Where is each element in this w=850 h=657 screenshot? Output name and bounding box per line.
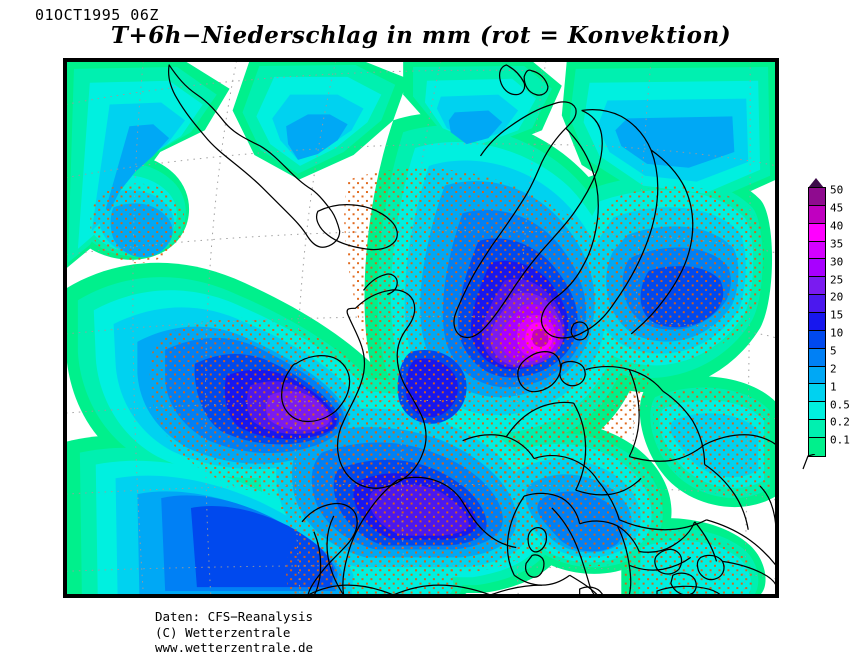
colorbar-label: 0.1 [830, 433, 850, 447]
precipitation-field [66, 61, 776, 595]
colorbar-segment [809, 348, 825, 367]
colorbar-segment [809, 259, 825, 278]
precipitation-colorbar: 50 45 40 35 30 25 20 15 10 5 2 1 0.5 0.2 0.1 [802, 178, 850, 470]
colorbar-segment [809, 384, 825, 403]
colorbar-over-cap [808, 178, 824, 188]
colorbar-segment [809, 223, 825, 242]
colorbar-segment [809, 205, 825, 224]
footer-line-website[interactable]: www.wetterzentrale.de [155, 640, 314, 655]
colorbar-segment [809, 313, 825, 331]
colorbar-segment [809, 402, 825, 421]
colorbar-label: 25 [830, 273, 844, 287]
colorbar-label: 15 [830, 308, 844, 322]
precipitation-map-canvas[interactable] [66, 61, 776, 595]
colorbar-segment [809, 366, 825, 385]
colorbar-label: 0.5 [830, 398, 850, 412]
page-title: T+6h−Niederschlag in mm (rot = Konvektio… [110, 22, 732, 49]
colorbar-segment [809, 295, 825, 314]
colorbar-label: 45 [830, 201, 844, 215]
coastlines [168, 64, 776, 595]
colorbar-segment [809, 277, 825, 296]
colorbar-label: 10 [830, 326, 844, 340]
colorbar-segment [809, 188, 825, 206]
colorbar-label: 20 [830, 290, 844, 304]
forecast-date-label: 01OCT1995 06Z [35, 6, 159, 24]
map-frame[interactable] [63, 58, 779, 598]
colorbar-label: 35 [830, 237, 844, 251]
footer-line-copyright: (C) Wetterzentrale [155, 624, 291, 640]
colorbar-label: 1 [830, 380, 837, 394]
graticule [66, 61, 776, 595]
colorbar-label: 40 [830, 219, 844, 233]
colorbar-segment [809, 241, 825, 260]
footer-line-data-source: Daten: CFS−Reanalysis [155, 609, 314, 624]
colorbar-label: 5 [830, 344, 837, 358]
colorbar-label: 0.2 [830, 415, 850, 429]
colorbar-segment [809, 420, 825, 439]
footer-credits: Daten: CFS−Reanalysis (C) Wetterzentrale… [155, 609, 313, 656]
colorbar-under-tail [802, 454, 816, 470]
colorbar-segment [809, 330, 825, 349]
colorbar-gradient [808, 187, 826, 457]
colorbar-label: 2 [830, 362, 837, 376]
colorbar-label: 30 [830, 255, 844, 269]
colorbar-label: 50 [830, 183, 844, 197]
colorbar-segment [809, 438, 825, 456]
